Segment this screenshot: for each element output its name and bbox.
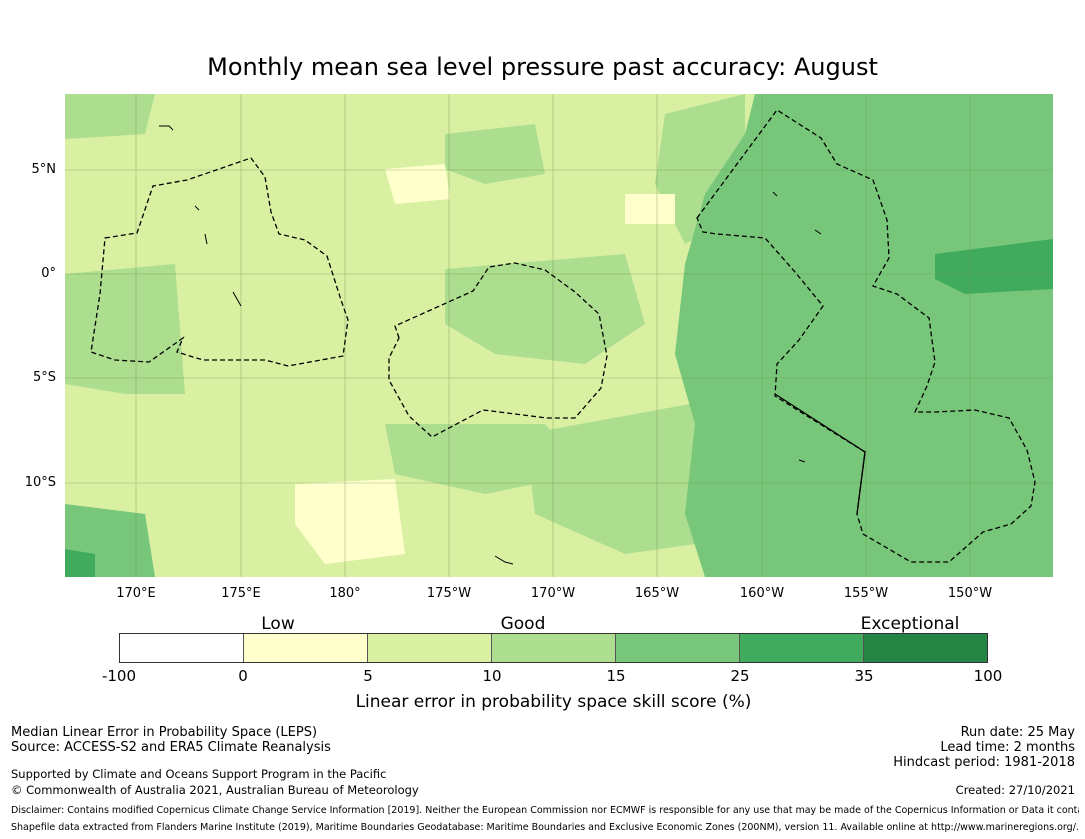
category-low: Low <box>261 614 295 634</box>
boundary-solid <box>774 393 866 515</box>
islands <box>159 125 822 565</box>
lon-label-165w: 165°W <box>634 586 680 601</box>
footer-created: Created: 27/10/2021 <box>955 783 1075 797</box>
eez-boundary <box>696 109 1036 563</box>
footer-method: Median Linear Error in Probability Space… <box>11 725 318 740</box>
skill-region-east <box>675 94 1053 577</box>
skill-patch-low <box>625 194 675 224</box>
colorbar-segment <box>492 634 616 662</box>
colorbar-tick: 0 <box>238 667 248 685</box>
shapefile-credit: Shapefile data extracted from Flanders M… <box>11 822 1079 833</box>
lat-label-5n: 5°N <box>31 162 57 177</box>
colorbar-tick: 15 <box>606 667 626 685</box>
skill-patch-good <box>65 264 185 394</box>
colorbar-tick: 5 <box>363 667 373 685</box>
lat-label-5s: 5°S <box>32 370 56 385</box>
colorbar-tick: 25 <box>730 667 750 685</box>
lat-label-0: 0° <box>41 266 56 281</box>
colorbar-segment <box>244 634 368 662</box>
skill-patch-exceptional <box>935 239 1053 294</box>
footer-lead-time: Lead time: 2 months <box>940 740 1075 755</box>
map-svg <box>65 94 1053 577</box>
colorbar <box>119 633 988 663</box>
footer-run-date: Run date: 25 May <box>960 725 1075 740</box>
colorbar-tick: 10 <box>482 667 502 685</box>
eez-boundaries <box>90 109 1036 563</box>
colorbar-tick: 100 <box>973 667 1003 685</box>
skill-patch-good <box>445 124 545 184</box>
lon-label-180: 180° <box>329 586 361 601</box>
skill-patch-low <box>385 164 450 204</box>
eez-boundary <box>90 157 349 367</box>
lon-label-170w: 170°W <box>530 586 576 601</box>
colorbar-segment <box>616 634 740 662</box>
colorbar-label: Linear error in probability space skill … <box>355 692 752 712</box>
skill-patch-good <box>445 254 645 364</box>
skill-map <box>65 94 1053 577</box>
footer-support: Supported by Climate and Oceans Support … <box>11 767 387 781</box>
lon-label-155w: 155°W <box>843 586 889 601</box>
skill-patch-good <box>65 94 155 139</box>
lon-label-150w: 150°W <box>947 586 993 601</box>
lon-label-175w: 175°W <box>426 586 472 601</box>
lat-label-10s: 10°S <box>24 475 56 490</box>
footer-copyright: © Commonwealth of Australia 2021, Austra… <box>11 783 419 797</box>
skill-patch-exceptional <box>65 549 95 577</box>
colorbar-segment <box>740 634 864 662</box>
colorbar-tick: -100 <box>101 667 137 685</box>
colorbar-segment <box>368 634 492 662</box>
eez-boundary <box>388 262 608 438</box>
category-good: Good <box>500 614 546 634</box>
lon-label-160w: 160°W <box>739 586 785 601</box>
colorbar-segment <box>864 634 987 662</box>
lon-label-170e: 170°E <box>116 586 156 601</box>
footer-hindcast: Hindcast period: 1981-2018 <box>893 755 1075 770</box>
disclaimer: Disclaimer: Contains modified Copernicus… <box>11 805 1079 816</box>
footer-source: Source: ACCESS-S2 and ERA5 Climate Reana… <box>11 740 331 755</box>
colorbar-tick: 35 <box>854 667 874 685</box>
chart-title: Monthly mean sea level pressure past acc… <box>207 53 878 81</box>
colorbar-segment <box>120 634 244 662</box>
category-exceptional: Exceptional <box>860 614 960 634</box>
lon-label-175e: 175°E <box>221 586 261 601</box>
skill-patch-low <box>295 479 405 564</box>
graticule <box>65 94 1053 577</box>
